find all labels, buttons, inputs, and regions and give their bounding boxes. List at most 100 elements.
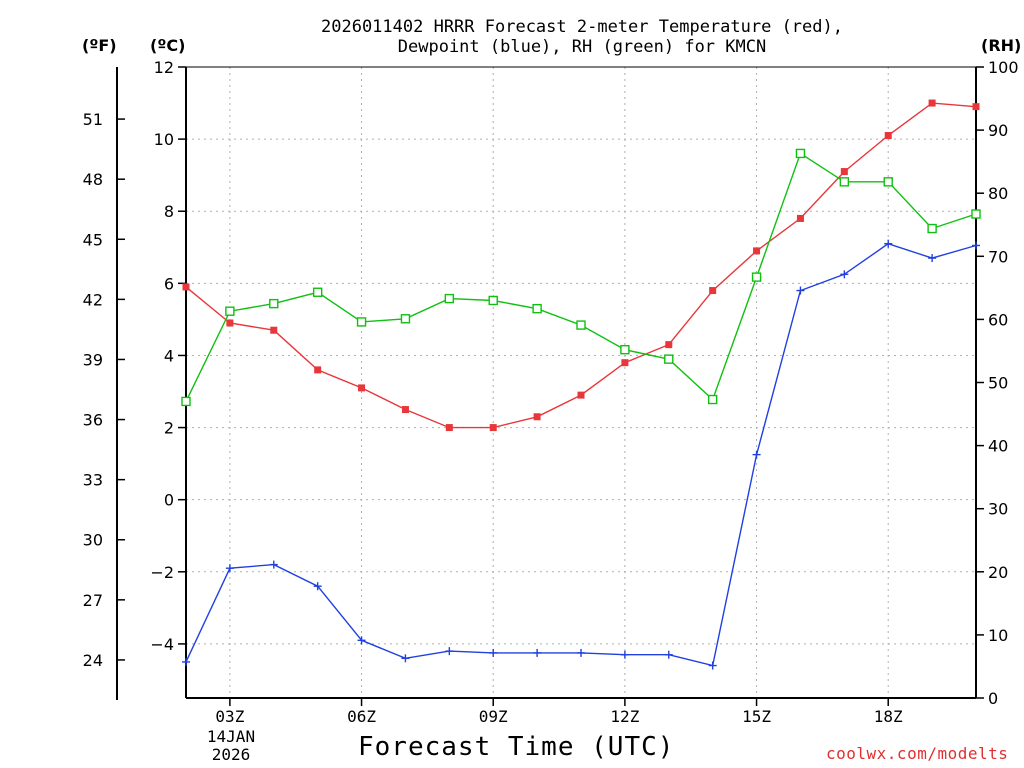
dewpoint-point-12Z	[620, 650, 629, 659]
dewpoint-point-20Z	[972, 241, 980, 250]
temperature-point-07Z	[401, 406, 409, 414]
rh-point-09Z	[488, 295, 498, 306]
rh-point-16Z	[795, 148, 806, 159]
celsius-tick-label-12: 12	[154, 58, 174, 77]
temperature-point-14Z	[709, 287, 717, 295]
temperature-point-12Z	[621, 359, 629, 367]
dewpoint-point-06Z	[357, 636, 366, 645]
dewpoint-point-13Z	[664, 650, 673, 659]
celsius-tick-label-0: 0	[164, 491, 174, 510]
rh-point-11Z	[576, 320, 586, 330]
rh-point-07Z	[400, 314, 411, 324]
rh-point-18Z	[883, 177, 893, 187]
rh-tick-label-20: 20	[988, 563, 1008, 582]
rh-point-13Z	[664, 354, 674, 364]
x-axis-title: Forecast Time (UTC)	[358, 732, 675, 762]
fahrenheit-tick-label-24: 24	[83, 651, 103, 670]
dewpoint-point-05Z	[313, 582, 322, 591]
dewpoint-point-14Z	[708, 661, 717, 670]
fahrenheit-tick-label-42: 42	[83, 290, 103, 309]
dewpoint-point-15Z	[752, 450, 761, 459]
celsius-tick-label-2: 2	[164, 419, 174, 438]
rh-tick-label-50: 50	[988, 374, 1008, 393]
x-tick-label-06Z: 06Z	[347, 707, 376, 726]
x-tick-label-18Z: 18Z	[874, 707, 903, 726]
fahrenheit-tick-label-30: 30	[83, 531, 103, 550]
dewpoint-point-08Z	[445, 647, 454, 656]
x-tick-label-09Z: 09Z	[479, 707, 508, 726]
temperature-point-15Z	[753, 247, 761, 255]
chart-title-line2: Dewpoint (blue), RH (green) for KMCN	[397, 37, 767, 57]
dewpoint-point-10Z	[533, 648, 542, 657]
rh-tick-label-80: 80	[988, 184, 1008, 203]
temperature-point-18Z	[884, 132, 892, 140]
fahrenheit-tick-label-51: 51	[83, 110, 103, 129]
fahrenheit-tick-label-36: 36	[83, 411, 103, 430]
dewpoint-line	[185, 242, 977, 667]
celsius-tick-label-8: 8	[164, 202, 174, 221]
celsius-tick-label-4: 4	[164, 346, 174, 365]
temperature-point-17Z	[840, 168, 848, 176]
fahrenheit-tick-label-33: 33	[83, 471, 103, 490]
rh-tick-label-30: 30	[988, 500, 1008, 519]
celsius-tick-label-10: 10	[154, 130, 174, 149]
start-date-line1: 14JAN	[206, 727, 256, 746]
dewpoint-point-19Z	[928, 254, 937, 263]
temperature-point-11Z	[577, 391, 585, 399]
rh-point-03Z	[225, 306, 235, 316]
x-tick-label-15Z: 15Z	[742, 707, 771, 726]
rh-line	[185, 152, 977, 402]
rh-point-08Z	[444, 293, 455, 304]
dewpoint-point-04Z	[269, 560, 278, 569]
rh-point-05Z	[312, 287, 323, 297]
celsius-tick-label--2: −2	[150, 563, 174, 582]
rh-point-10Z	[532, 303, 542, 314]
rh-axis-unit: (RH)	[981, 36, 1022, 55]
temperature-point-16Z	[796, 214, 804, 222]
rh-tick-label-70: 70	[988, 247, 1008, 266]
rh-tick-label-0: 0	[988, 689, 998, 708]
fahrenheit-tick-label-39: 39	[83, 350, 103, 369]
celsius-tick-label-6: 6	[164, 274, 174, 293]
axes	[116, 66, 984, 706]
temperature-point-19Z	[928, 99, 936, 107]
rh-tick-label-60: 60	[988, 310, 1008, 329]
dewpoint-point-16Z	[796, 286, 805, 295]
rh-point-12Z	[620, 344, 630, 355]
tick-labels: 121086420−2−4514845423936333027241009080…	[83, 58, 1019, 726]
temperature-point-05Z	[314, 366, 322, 374]
dewpoint-point-07Z	[401, 654, 410, 663]
fahrenheit-tick-label-27: 27	[83, 591, 103, 610]
fahrenheit-axis-unit: (ºF)	[82, 36, 117, 55]
rh-point-15Z	[751, 272, 762, 282]
x-tick-label-12Z: 12Z	[610, 707, 639, 726]
rh-point-02Z	[181, 396, 191, 407]
temperature-point-08Z	[445, 424, 453, 432]
dewpoint-point-03Z	[225, 564, 234, 573]
rh-tick-label-90: 90	[988, 121, 1008, 140]
temperature-point-03Z	[226, 319, 234, 327]
rh-point-20Z	[971, 209, 981, 219]
fahrenheit-tick-label-45: 45	[83, 230, 103, 249]
temperature-point-13Z	[665, 341, 673, 349]
temperature-point-02Z	[182, 283, 190, 291]
dewpoint-point-18Z	[884, 239, 893, 248]
celsius-axis-unit: (ºC)	[150, 36, 186, 55]
rh-tick-label-40: 40	[988, 437, 1008, 456]
rh-point-04Z	[269, 298, 279, 309]
rh-tick-label-100: 100	[988, 58, 1019, 77]
credit-link[interactable]: coolwx.com/modelts	[826, 744, 1009, 763]
rh-tick-label-10: 10	[988, 626, 1008, 645]
fahrenheit-tick-label-48: 48	[83, 170, 103, 189]
start-date-line2: 2026	[211, 745, 251, 764]
chart-title-line1: 2026011402 HRRR Forecast 2-meter Tempera…	[321, 17, 843, 37]
temperature-point-10Z	[533, 413, 541, 421]
rh-point-19Z	[927, 223, 937, 234]
rh-point-14Z	[707, 394, 718, 405]
rh-point-06Z	[356, 317, 367, 327]
dewpoint-point-09Z	[489, 648, 498, 657]
x-tick-label-03Z: 03Z	[215, 707, 244, 726]
rh-point-17Z	[839, 177, 850, 187]
temperature-point-06Z	[358, 384, 366, 392]
